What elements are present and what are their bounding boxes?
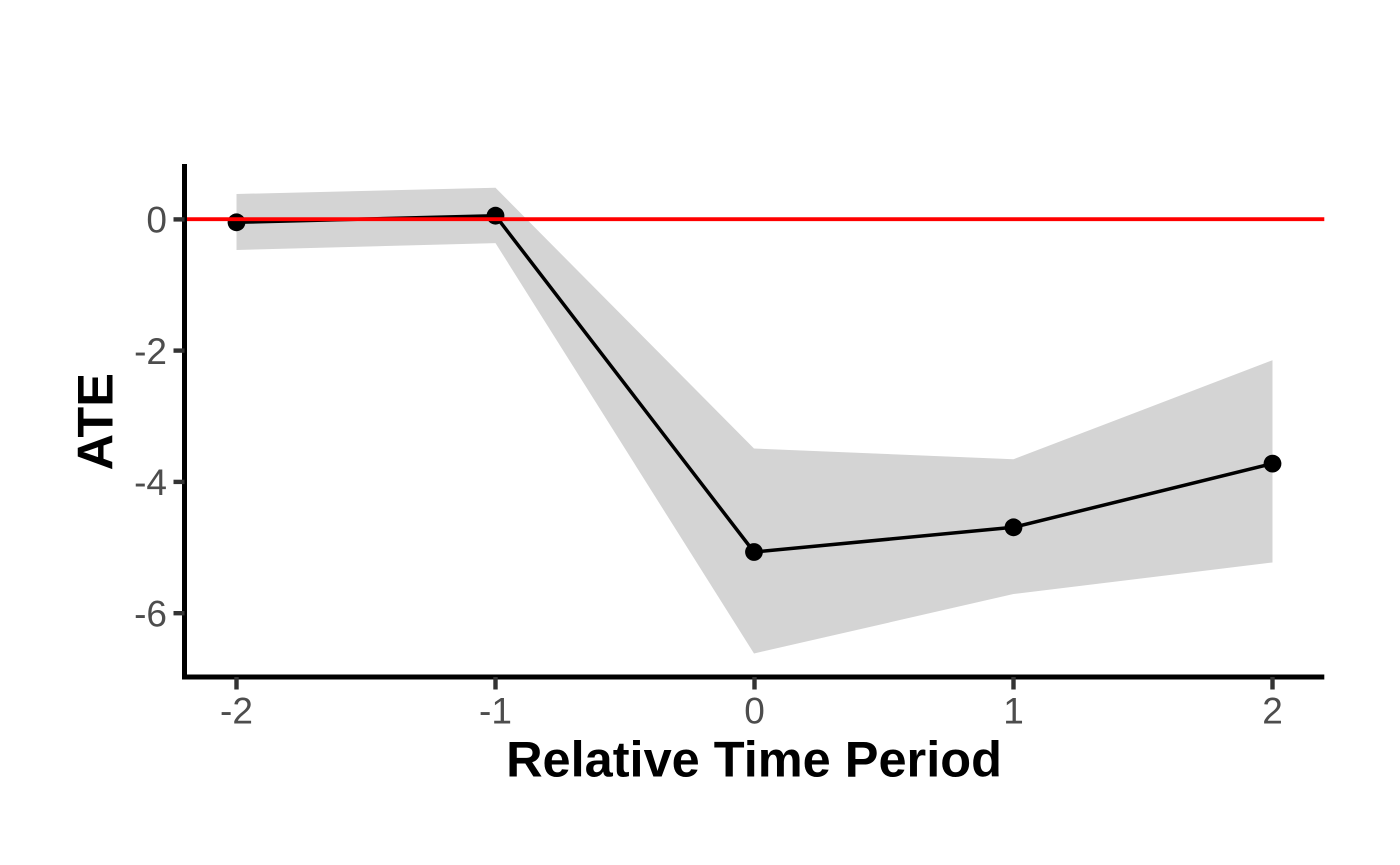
- svg-text:Relative Time Period: Relative Time Period: [506, 730, 1002, 787]
- svg-text:2: 2: [1262, 691, 1283, 732]
- svg-text:-4: -4: [134, 462, 167, 503]
- svg-text:0: 0: [744, 691, 765, 732]
- svg-text:-2: -2: [220, 691, 253, 732]
- svg-text:-1: -1: [479, 691, 512, 732]
- svg-text:0: 0: [146, 200, 167, 241]
- svg-text:-6: -6: [134, 594, 167, 635]
- svg-text:1: 1: [1003, 691, 1024, 732]
- svg-text:ATE: ATE: [66, 373, 123, 470]
- svg-text:-2: -2: [134, 331, 167, 372]
